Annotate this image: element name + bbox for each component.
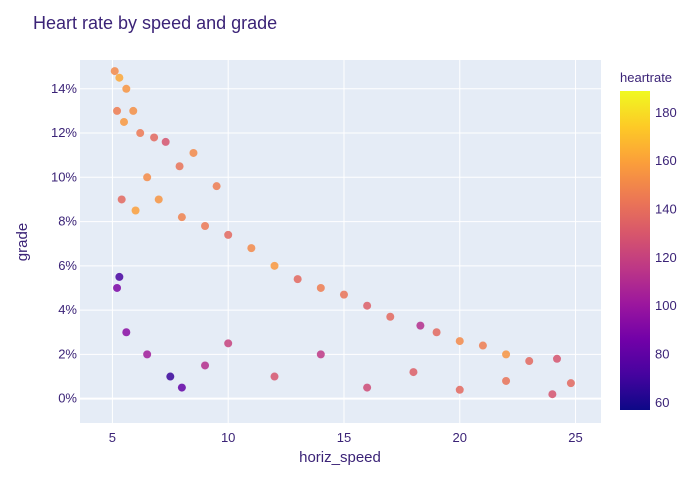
- data-point: [224, 230, 233, 239]
- data-point: [363, 301, 372, 310]
- data-point: [525, 357, 534, 366]
- colorbar-title: heartrate: [620, 70, 672, 85]
- colorbar-tick-label: 80: [655, 346, 669, 361]
- data-point: [270, 261, 279, 270]
- y-tick-labels: 0% 2% 4% 6% 8% 10% 12% 14%: [51, 81, 77, 406]
- colorbar-tick-label: 140: [655, 201, 677, 216]
- colorbar-tick-label: 180: [655, 105, 677, 120]
- data-point: [166, 372, 175, 381]
- colorbar-tick-label: 120: [655, 250, 677, 265]
- data-point: [566, 379, 575, 388]
- x-tick-label: 20: [453, 430, 467, 445]
- data-point: [143, 173, 152, 182]
- data-point: [131, 206, 140, 215]
- y-tick-label: 8%: [58, 214, 77, 229]
- data-point: [177, 383, 186, 392]
- data-point: [177, 213, 186, 222]
- data-point: [224, 339, 233, 348]
- y-tick-label: 2%: [58, 346, 77, 361]
- colorbar-tick-labels: 60 80 100 120 140 160 180: [655, 105, 677, 410]
- y-tick-label: 14%: [51, 81, 77, 96]
- data-point: [339, 290, 348, 299]
- data-point: [113, 106, 122, 115]
- data-point: [122, 328, 131, 337]
- chart-title: Heart rate by speed and grade: [33, 13, 277, 33]
- data-point: [548, 390, 557, 399]
- y-tick-label: 0%: [58, 391, 77, 406]
- x-tick-labels: 5 10 15 20 25: [109, 430, 583, 445]
- data-point: [455, 337, 464, 346]
- data-point: [247, 244, 256, 253]
- data-point: [119, 117, 128, 126]
- data-point: [386, 312, 395, 321]
- data-point: [115, 272, 124, 281]
- y-tick-label: 12%: [51, 125, 77, 140]
- data-point: [143, 350, 152, 359]
- data-point: [136, 129, 145, 138]
- data-point: [270, 372, 279, 381]
- data-point: [115, 73, 124, 82]
- colorbar-tick-label: 160: [655, 153, 677, 168]
- data-point: [201, 222, 210, 231]
- x-tick-label: 5: [109, 430, 116, 445]
- data-point: [502, 350, 511, 359]
- data-point: [502, 376, 511, 385]
- data-point: [150, 133, 159, 142]
- grid: [80, 60, 601, 423]
- data-point: [363, 383, 372, 392]
- x-axis-title: horiz_speed: [299, 449, 381, 466]
- colorbar-tick-label: 60: [655, 395, 669, 410]
- x-tick-label: 10: [221, 430, 235, 445]
- data-point: [316, 283, 325, 292]
- x-tick-label: 15: [337, 430, 351, 445]
- data-point: [455, 385, 464, 394]
- data-point: [110, 67, 119, 76]
- data-point: [113, 283, 122, 292]
- colorbar: [620, 91, 650, 410]
- data-points: [110, 67, 575, 399]
- y-tick-label: 4%: [58, 302, 77, 317]
- y-tick-label: 10%: [51, 169, 77, 184]
- data-point: [201, 361, 210, 370]
- data-point: [409, 368, 418, 377]
- colorbar-tick-label: 100: [655, 298, 677, 313]
- y-tick-label: 6%: [58, 258, 77, 273]
- data-point: [212, 182, 221, 191]
- data-point: [478, 341, 487, 350]
- y-axis-title: grade: [14, 223, 31, 261]
- x-tick-label: 25: [568, 430, 582, 445]
- data-point: [117, 195, 126, 204]
- data-point: [316, 350, 325, 359]
- data-point: [293, 275, 302, 284]
- data-point: [122, 84, 131, 93]
- data-point: [129, 106, 138, 115]
- data-point: [175, 162, 184, 171]
- data-point: [553, 354, 562, 363]
- data-point: [189, 148, 198, 157]
- data-point: [154, 195, 163, 204]
- data-point: [161, 137, 170, 146]
- data-point: [416, 321, 425, 330]
- data-point: [432, 328, 441, 337]
- plot-area: [80, 60, 601, 423]
